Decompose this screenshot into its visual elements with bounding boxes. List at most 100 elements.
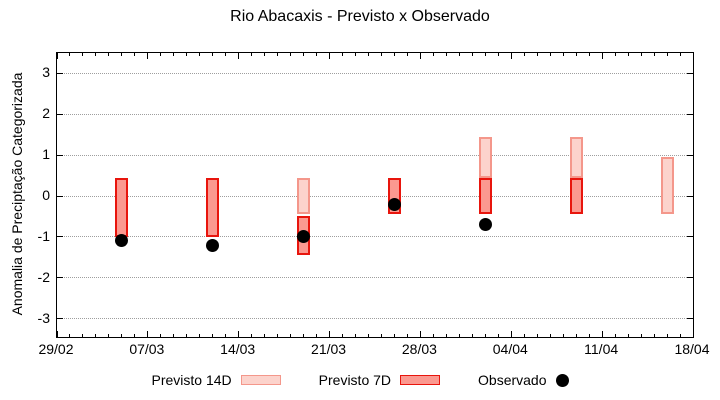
y-major-tick	[57, 277, 63, 279]
x-tick-label: 11/04	[584, 341, 619, 357]
x-minor-tick	[108, 334, 110, 337]
legend-label-previsto-14d: Previsto 14D	[151, 372, 232, 388]
legend-item-previsto-14d: Previsto 14D	[152, 372, 281, 388]
legend-label-previsto-7d: Previsto 7D	[318, 372, 392, 388]
x-minor-tick	[471, 334, 473, 337]
x-minor-tick	[264, 53, 266, 56]
x-minor-tick	[251, 334, 253, 337]
y-major-tick	[57, 72, 63, 74]
gridline	[57, 236, 693, 238]
x-minor-tick	[523, 334, 525, 337]
gridline	[57, 195, 693, 197]
x-minor-tick	[497, 53, 499, 56]
legend-item-previsto-7d: Previsto 7D	[318, 372, 441, 388]
x-major-tick	[601, 331, 603, 337]
x-minor-tick	[497, 334, 499, 337]
x-minor-tick	[186, 334, 188, 337]
chart-title: Rio Abacaxis - Previsto x Observado	[230, 8, 490, 25]
x-minor-tick	[316, 334, 318, 337]
bar-previsto-14d	[660, 157, 674, 215]
x-major-tick	[56, 53, 58, 59]
x-major-tick	[601, 53, 603, 59]
x-minor-tick	[160, 334, 162, 337]
x-minor-tick	[368, 334, 369, 337]
x-minor-tick	[406, 53, 408, 56]
x-minor-tick	[316, 53, 318, 56]
x-minor-tick	[575, 334, 577, 337]
x-major-tick	[419, 331, 421, 337]
x-minor-tick	[82, 53, 84, 56]
y-tick-label: -2	[37, 268, 50, 285]
y-major-tick	[687, 236, 693, 238]
x-minor-tick	[536, 334, 538, 337]
x-minor-tick	[134, 334, 136, 337]
x-minor-tick	[432, 53, 434, 56]
x-major-tick	[147, 331, 149, 337]
x-minor-tick	[666, 334, 668, 337]
y-axis-label: Anomalia de Preciptação Categorizada	[9, 72, 25, 316]
x-minor-tick	[666, 53, 668, 56]
x-major-tick	[510, 331, 512, 337]
y-major-tick	[687, 154, 693, 156]
x-minor-tick	[199, 334, 201, 337]
x-minor-tick	[342, 334, 344, 337]
y-major-tick	[687, 72, 693, 74]
x-minor-tick	[342, 53, 344, 56]
bar-previsto-7d	[478, 177, 492, 215]
x-minor-tick	[627, 53, 629, 56]
bar-previsto-14d	[297, 177, 311, 215]
x-minor-tick	[251, 53, 253, 56]
x-minor-tick	[186, 53, 188, 56]
x-minor-tick	[562, 53, 564, 56]
x-minor-tick	[160, 53, 162, 56]
x-minor-tick	[380, 334, 382, 337]
x-minor-tick	[303, 334, 305, 337]
bar-previsto-7d	[206, 177, 220, 237]
observado-dot-icon	[555, 373, 569, 387]
y-major-tick	[57, 318, 63, 320]
y-major-tick	[687, 113, 693, 115]
x-major-tick	[56, 331, 58, 337]
observado-dot	[206, 238, 220, 252]
x-minor-tick	[368, 53, 369, 56]
bar-previsto-14d	[478, 136, 492, 178]
y-tick-label: -1	[37, 227, 50, 244]
x-minor-tick	[69, 53, 71, 56]
x-minor-tick	[575, 53, 577, 56]
bar-previsto-7d	[115, 177, 129, 237]
x-major-tick	[238, 331, 240, 337]
observado-dot	[297, 230, 311, 244]
x-major-tick	[692, 53, 694, 59]
gridline	[57, 154, 693, 156]
x-tick-label: 18/04	[674, 341, 710, 357]
x-minor-tick	[82, 334, 84, 337]
gridline	[57, 72, 693, 74]
previsto-14d-swatch-icon	[240, 375, 281, 385]
x-minor-tick	[393, 53, 395, 56]
x-minor-tick	[640, 53, 642, 56]
x-minor-tick	[445, 53, 447, 56]
x-minor-tick	[640, 334, 642, 337]
x-minor-tick	[108, 53, 110, 56]
legend-label-observado: Observado	[478, 372, 547, 388]
x-minor-tick	[95, 53, 97, 56]
x-minor-tick	[549, 53, 551, 56]
x-minor-tick	[536, 53, 538, 56]
x-minor-tick	[277, 53, 279, 56]
gridline	[57, 113, 693, 115]
x-minor-tick	[290, 334, 292, 337]
x-minor-tick	[212, 334, 214, 337]
observado-dot	[478, 218, 492, 232]
x-minor-tick	[653, 334, 655, 337]
x-tick-label: 29/02	[38, 341, 74, 357]
legend-item-observado: Observado	[478, 372, 569, 388]
x-minor-tick	[588, 53, 590, 56]
plot-area	[56, 52, 694, 338]
x-minor-tick	[562, 334, 564, 337]
y-tick-label: 3	[42, 64, 50, 81]
x-tick-label: 04/04	[492, 341, 528, 357]
x-minor-tick	[679, 53, 681, 56]
x-major-tick	[329, 331, 331, 337]
x-minor-tick	[277, 334, 279, 337]
x-minor-tick	[95, 334, 97, 337]
